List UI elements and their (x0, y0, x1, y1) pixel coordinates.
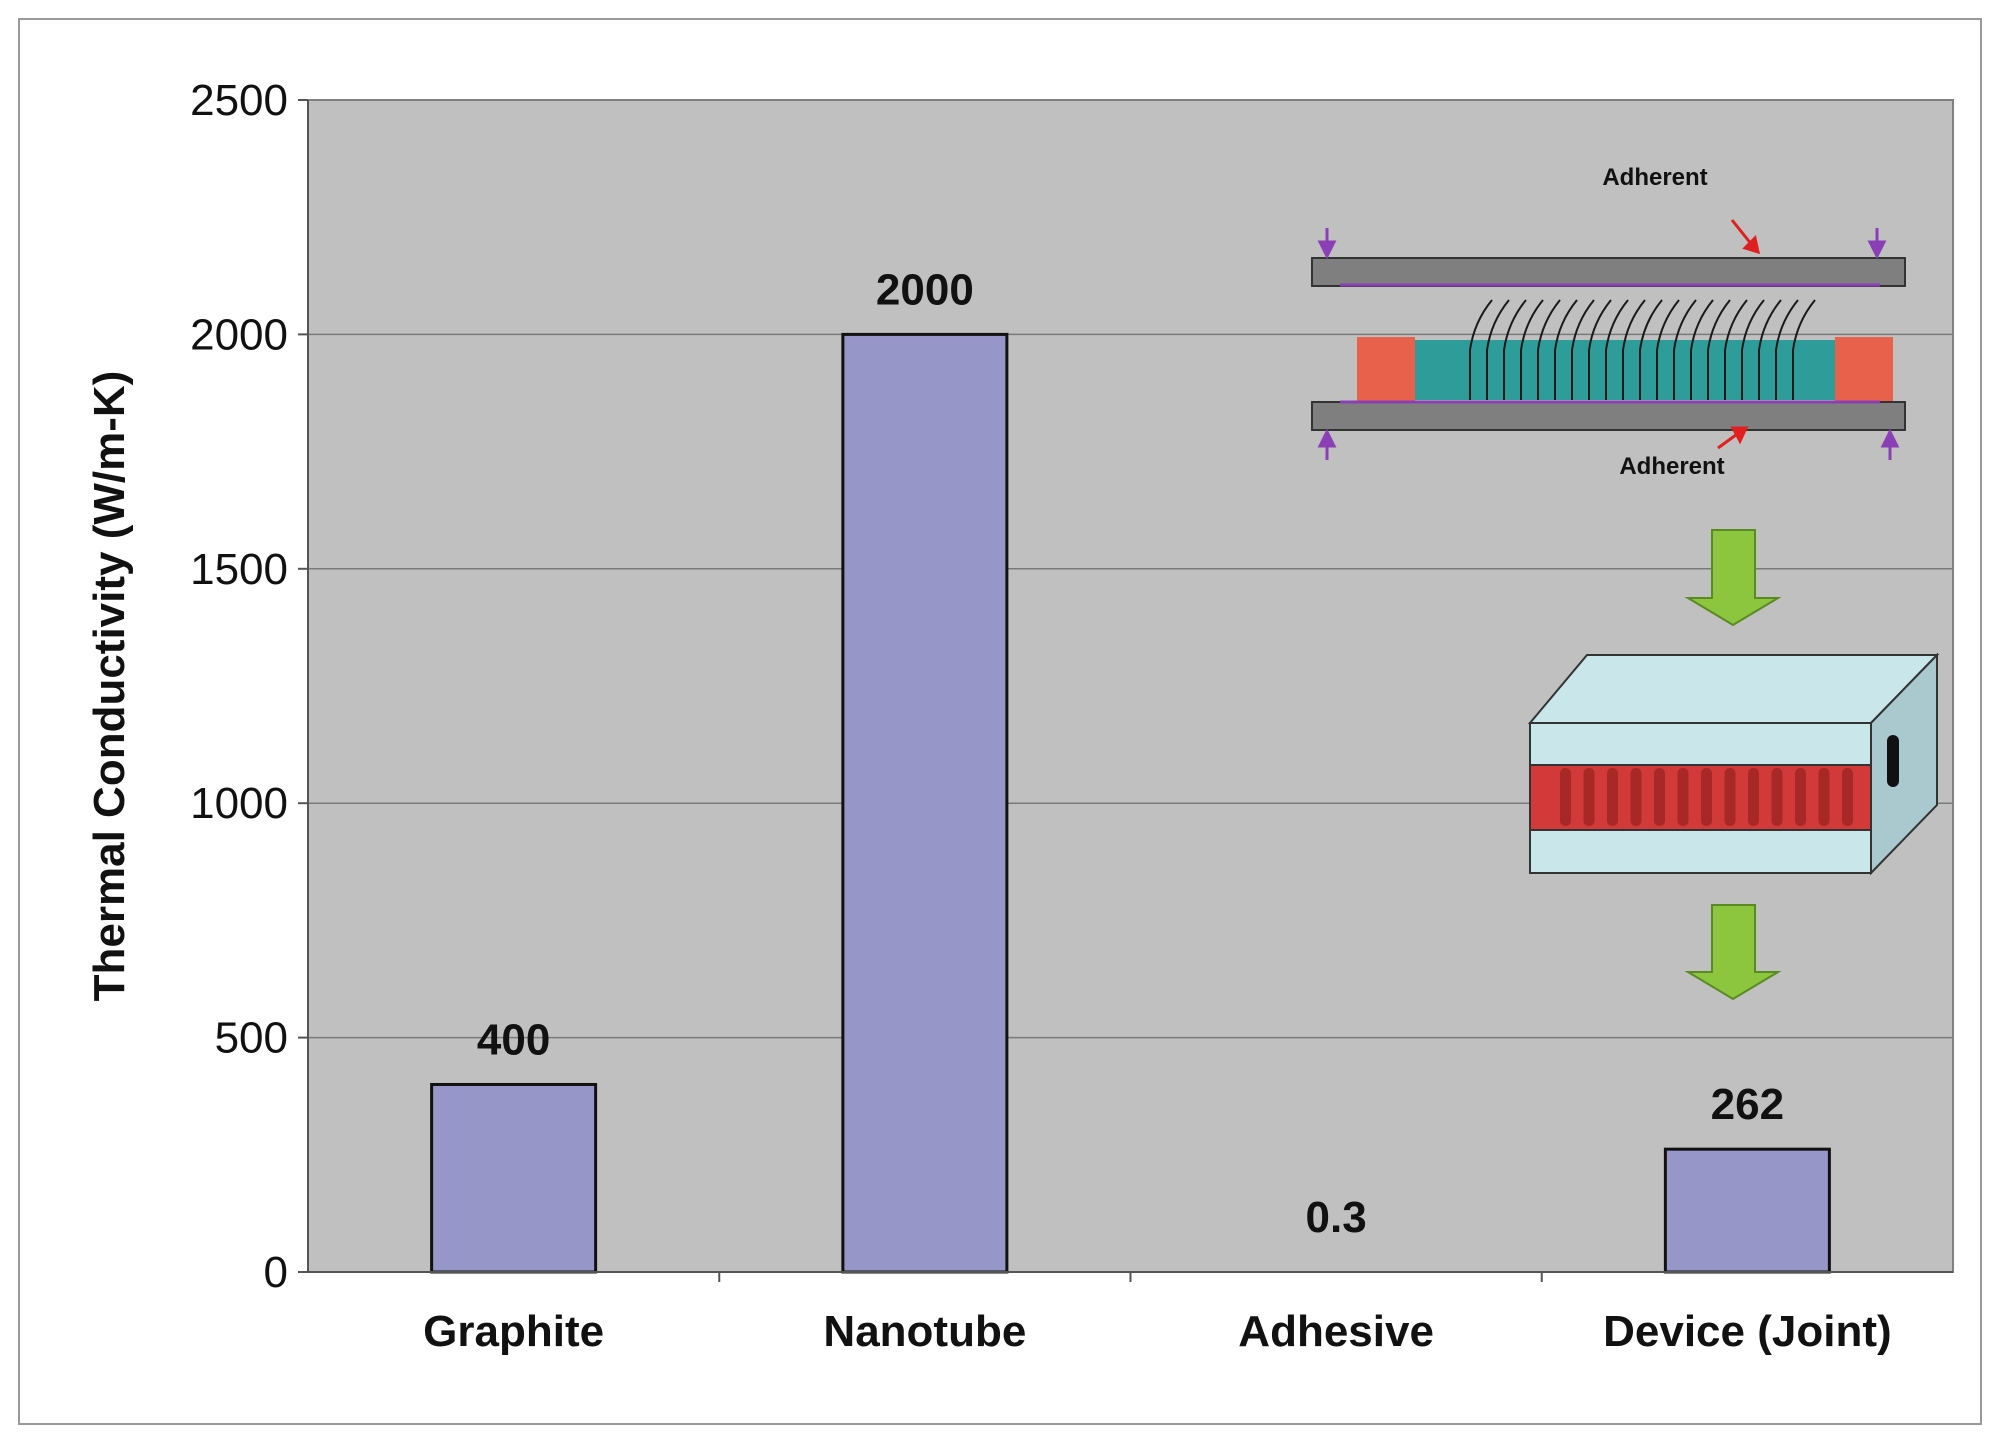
y-tick-label: 0 (264, 1248, 288, 1297)
adherent-top-label: Adherent (1602, 164, 1707, 191)
bar (1663, 1147, 1831, 1274)
device-fin (1842, 768, 1853, 826)
inset-illustration: Adherent Adherent (1311, 164, 1940, 1001)
device-fin (1701, 768, 1712, 826)
device-fin (1654, 768, 1665, 826)
nanotube-strand (1639, 299, 1663, 400)
device-fin (1630, 768, 1642, 826)
process-arrow-icon (1684, 529, 1782, 627)
nanotube-strand (1690, 299, 1714, 400)
nanotube-strand (1588, 299, 1612, 400)
nanotube-array-base (1415, 340, 1835, 400)
nanotube-strand (1469, 299, 1493, 400)
x-category-labels: Graphite Nanotube Adhesive Device (Joint) (423, 1272, 1892, 1356)
data-label: 400 (477, 1015, 550, 1064)
bar (841, 332, 1009, 1274)
y-tick-label: 2000 (190, 310, 288, 359)
nanotube-strand (1520, 299, 1544, 400)
nanotube-strand (1554, 299, 1578, 400)
nanotube-strand (1503, 299, 1527, 400)
nanotube-strand (1724, 299, 1748, 400)
process-arrow-icon (1684, 904, 1782, 1001)
nanotube-strand (1792, 299, 1816, 400)
device-fin (1795, 768, 1806, 826)
nanotube-strand (1605, 299, 1629, 400)
data-label: 0.3 (1306, 1193, 1367, 1242)
adhesive-right-block (1835, 337, 1893, 403)
x-category-label: Device (Joint) (1603, 1307, 1892, 1356)
data-labels: 400 2000 0.3 262 (477, 265, 1784, 1242)
device-joint-3d-icon (1527, 652, 1940, 876)
device-fin (1607, 768, 1618, 826)
bars (430, 332, 1831, 1274)
gridlines (308, 333, 1953, 1039)
y-tick-label: 1500 (190, 545, 288, 594)
adhesive-left-block (1357, 337, 1415, 403)
adherent-top-plate (1311, 257, 1906, 287)
x-category-label: Nanotube (823, 1307, 1026, 1356)
pointer-arrow-icon (1717, 219, 1761, 450)
device-fin (1677, 768, 1689, 826)
nanotube-strand (1537, 299, 1561, 400)
bar (430, 1082, 598, 1274)
nanotube-strands (1469, 299, 1816, 400)
x-category-label: Graphite (423, 1307, 604, 1356)
adherent-bottom-label: Adherent (1619, 453, 1724, 480)
nanotube-strand (1741, 299, 1765, 400)
nanotube-strand (1707, 299, 1731, 400)
device-fin (1560, 768, 1571, 826)
data-label: 262 (1711, 1080, 1784, 1129)
nanotube-strand (1571, 299, 1595, 400)
device-fin (1818, 768, 1830, 826)
device-clip (1887, 735, 1899, 787)
device-core-fins (1560, 768, 1853, 826)
y-tick-label: 2500 (190, 76, 288, 125)
nanotube-strand (1656, 299, 1680, 400)
y-tick-labels: 0 500 1000 1500 2000 2500 (190, 76, 308, 1297)
x-category-label: Adhesive (1238, 1307, 1434, 1356)
device-fin (1583, 768, 1595, 826)
device-fin (1771, 768, 1783, 826)
nanotube-strand (1622, 299, 1646, 400)
device-fin (1724, 768, 1736, 826)
pressure-arrow-icon (1317, 228, 1900, 460)
y-tick-label: 1000 (190, 779, 288, 828)
nanotube-strand (1775, 299, 1799, 400)
y-tick-label: 500 (215, 1014, 288, 1063)
data-label: 2000 (876, 265, 974, 314)
nanotube-strand (1673, 299, 1697, 400)
y-axis-title: Thermal Conductivity (W/m-K) (85, 371, 134, 1002)
nanotube-strand (1486, 299, 1510, 400)
adherent-bottom-plate (1311, 401, 1906, 431)
nanotube-strand (1758, 299, 1782, 400)
device-fin (1748, 768, 1759, 826)
